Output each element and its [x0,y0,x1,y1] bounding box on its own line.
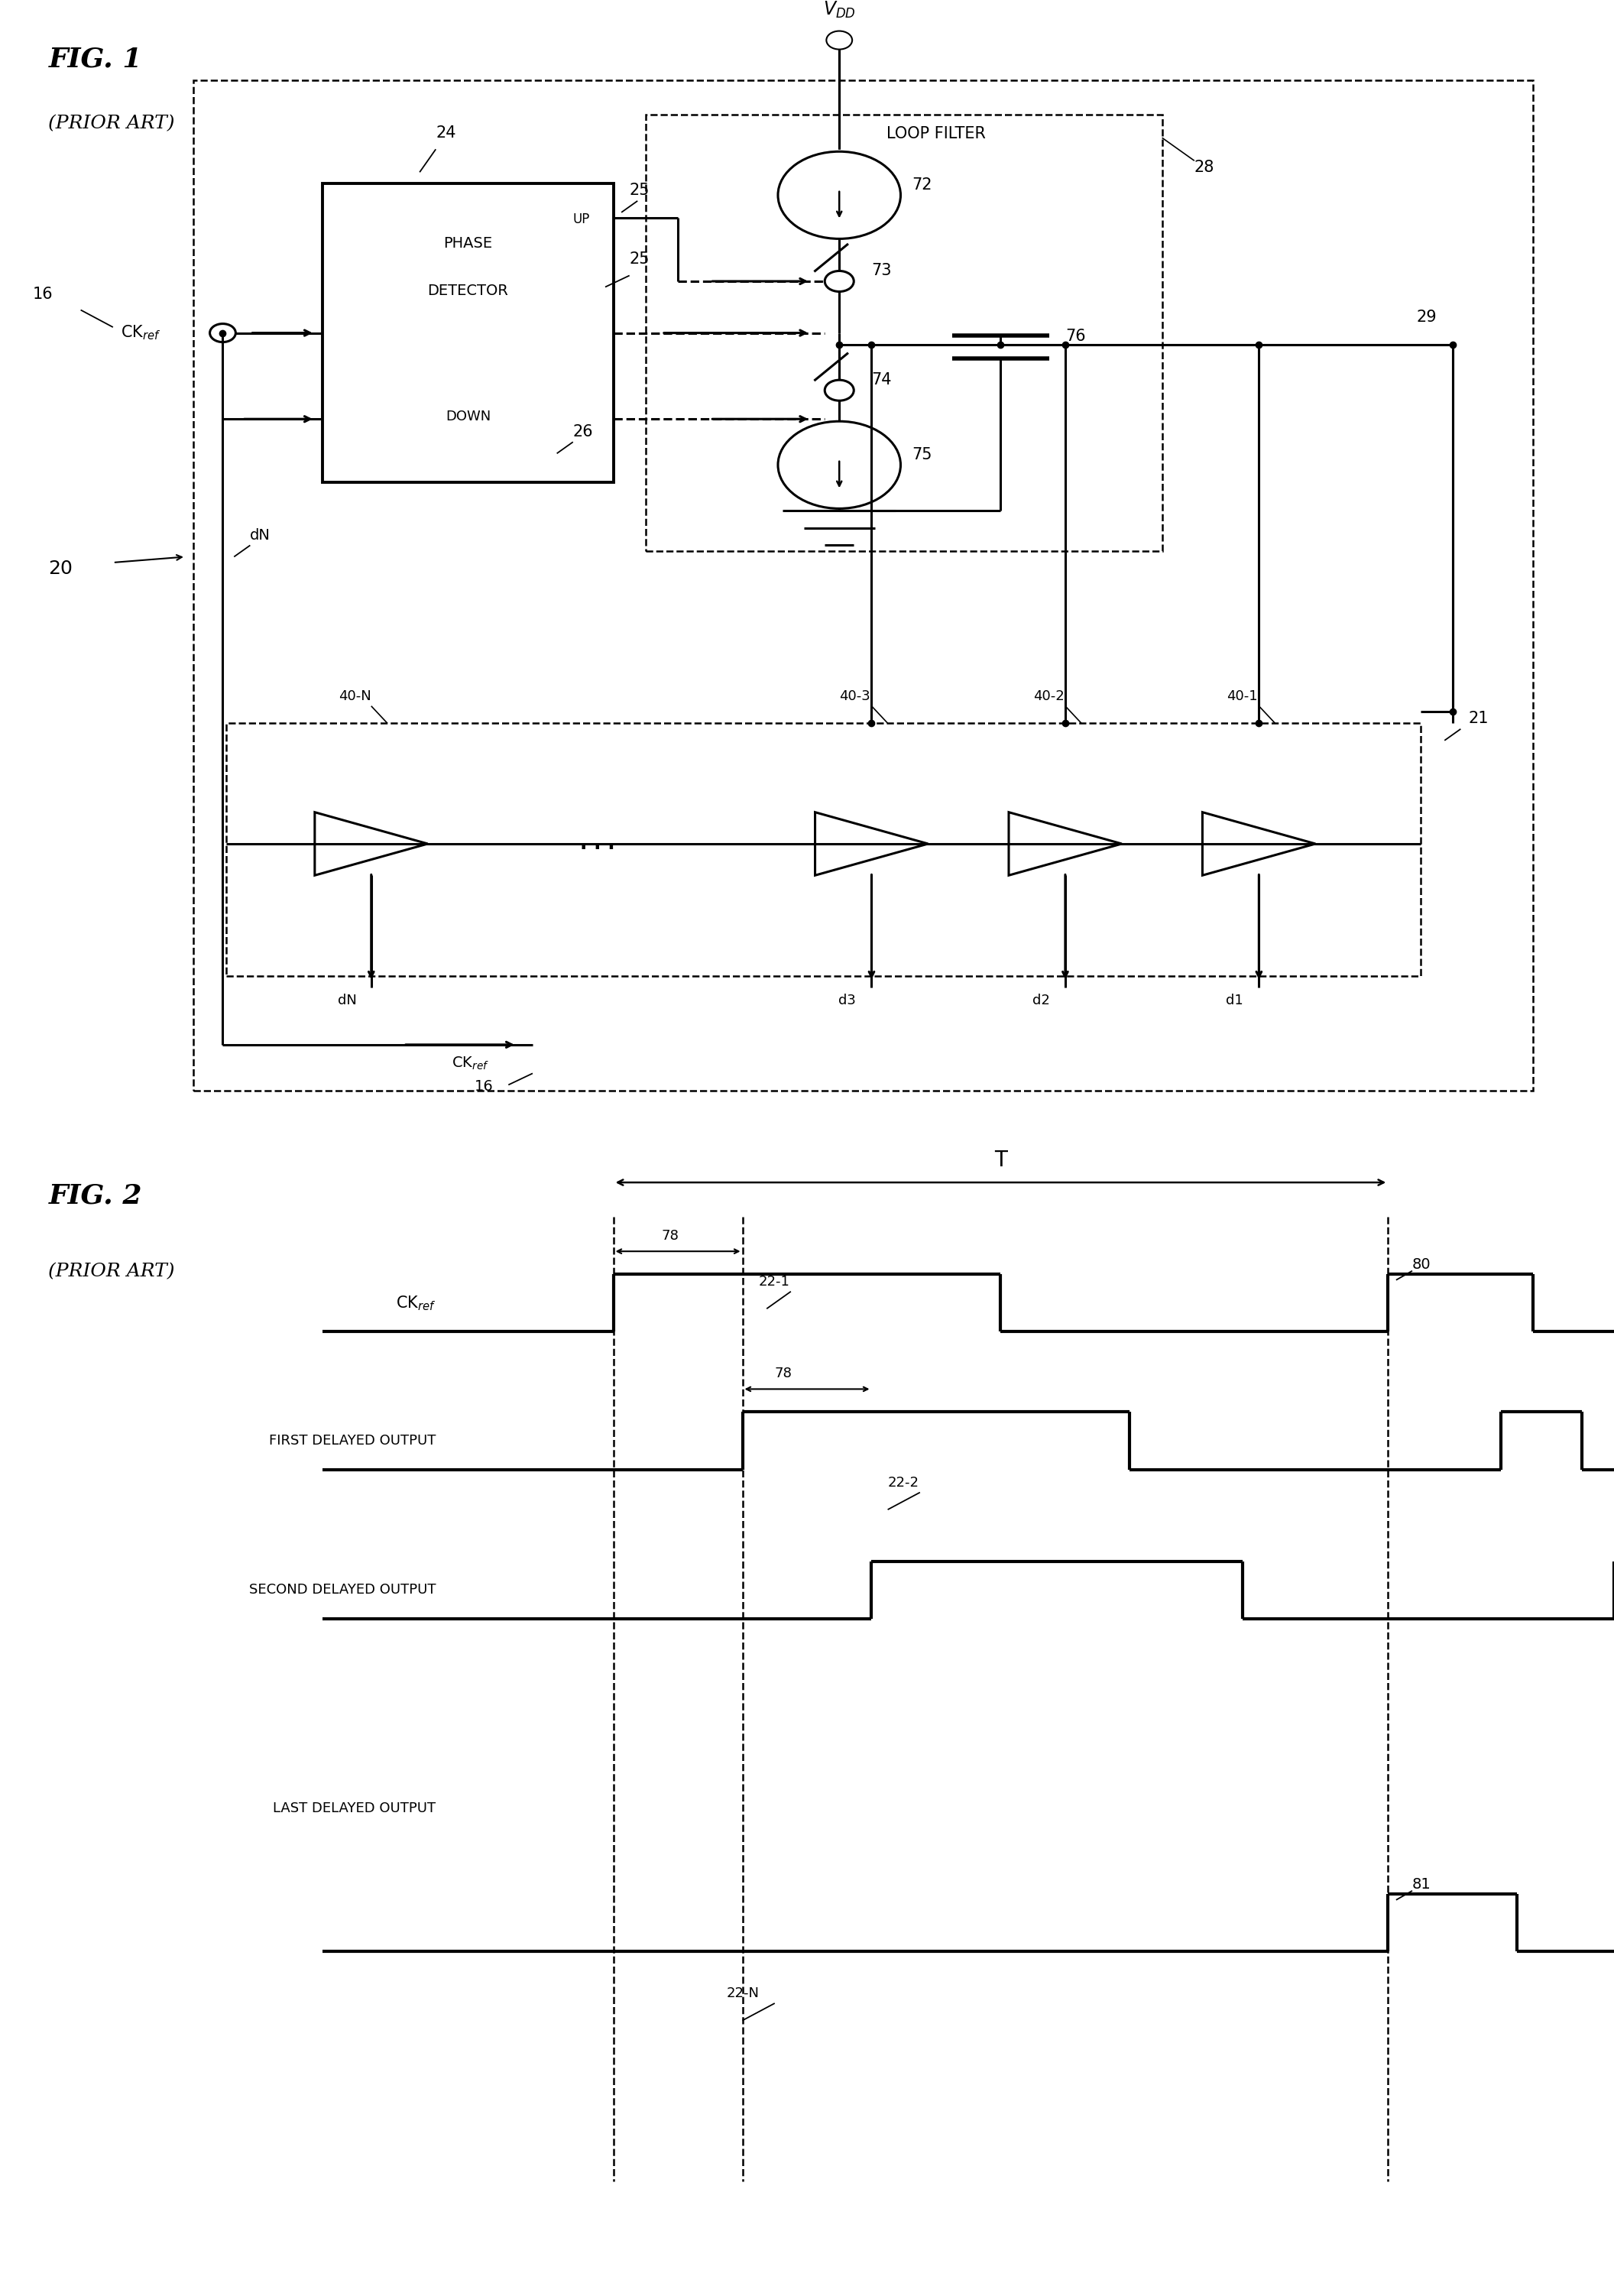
Text: 40-3: 40-3 [839,689,870,703]
Text: (PRIOR ART): (PRIOR ART) [48,1263,174,1281]
Text: 72: 72 [912,177,933,193]
Text: 28: 28 [1194,161,1214,174]
Text: LOOP FILTER: LOOP FILTER [886,126,986,142]
Text: 76: 76 [1065,328,1086,344]
Text: dN: dN [250,528,271,542]
Text: 22-N: 22-N [726,1986,759,2000]
Text: 29: 29 [1415,310,1436,324]
Text: 25: 25 [629,184,650,197]
Text: CK$_{ref}$: CK$_{ref}$ [452,1056,489,1072]
Text: FIG. 2: FIG. 2 [48,1182,142,1208]
Text: UP: UP [573,214,591,227]
Text: FIRST DELAYED OUTPUT: FIRST DELAYED OUTPUT [270,1435,436,1446]
Text: 16: 16 [475,1079,494,1093]
Text: 21: 21 [1469,712,1490,726]
Text: LAST DELAYED OUTPUT: LAST DELAYED OUTPUT [273,1802,436,1814]
Text: (PRIOR ART): (PRIOR ART) [48,115,174,133]
Text: 80: 80 [1412,1258,1432,1272]
Text: DETECTOR: DETECTOR [428,285,508,298]
Text: d2: d2 [1033,994,1049,1008]
Text: CK$_{ref}$: CK$_{ref}$ [395,1295,436,1311]
Text: CK$_{ref}$: CK$_{ref}$ [121,324,161,342]
Bar [323,184,613,482]
Text: d1: d1 [1227,994,1243,1008]
Bar [646,115,1162,551]
Text: DOWN: DOWN [445,409,491,422]
Text: 16: 16 [32,287,53,301]
Text: 40-N: 40-N [339,689,371,703]
Text: 40-2: 40-2 [1033,689,1064,703]
Text: PHASE: PHASE [444,236,492,250]
Text: 22-1: 22-1 [759,1274,789,1288]
Text: SECOND DELAYED OUTPUT: SECOND DELAYED OUTPUT [249,1584,436,1596]
Text: 20: 20 [48,560,73,579]
Text: 75: 75 [912,448,933,461]
Text: 24: 24 [436,126,457,140]
Text: 73: 73 [872,264,893,278]
Text: T: T [994,1150,1007,1171]
Bar [194,80,1533,1091]
Text: dN: dN [337,994,357,1008]
Text: 74: 74 [872,372,893,388]
Text: 78: 78 [662,1228,678,1242]
Text: . . .: . . . [579,836,615,852]
Text: 78: 78 [775,1366,792,1380]
Text: 81: 81 [1412,1878,1432,1892]
Text: FIG. 1: FIG. 1 [48,46,142,71]
Text: 25: 25 [629,253,650,266]
Text: 40-1: 40-1 [1227,689,1257,703]
Bar [226,723,1420,976]
Text: d3: d3 [839,994,855,1008]
Text: 22-2: 22-2 [888,1476,918,1490]
Text: $V_{DD}$: $V_{DD}$ [823,0,855,21]
Text: 26: 26 [573,425,594,439]
